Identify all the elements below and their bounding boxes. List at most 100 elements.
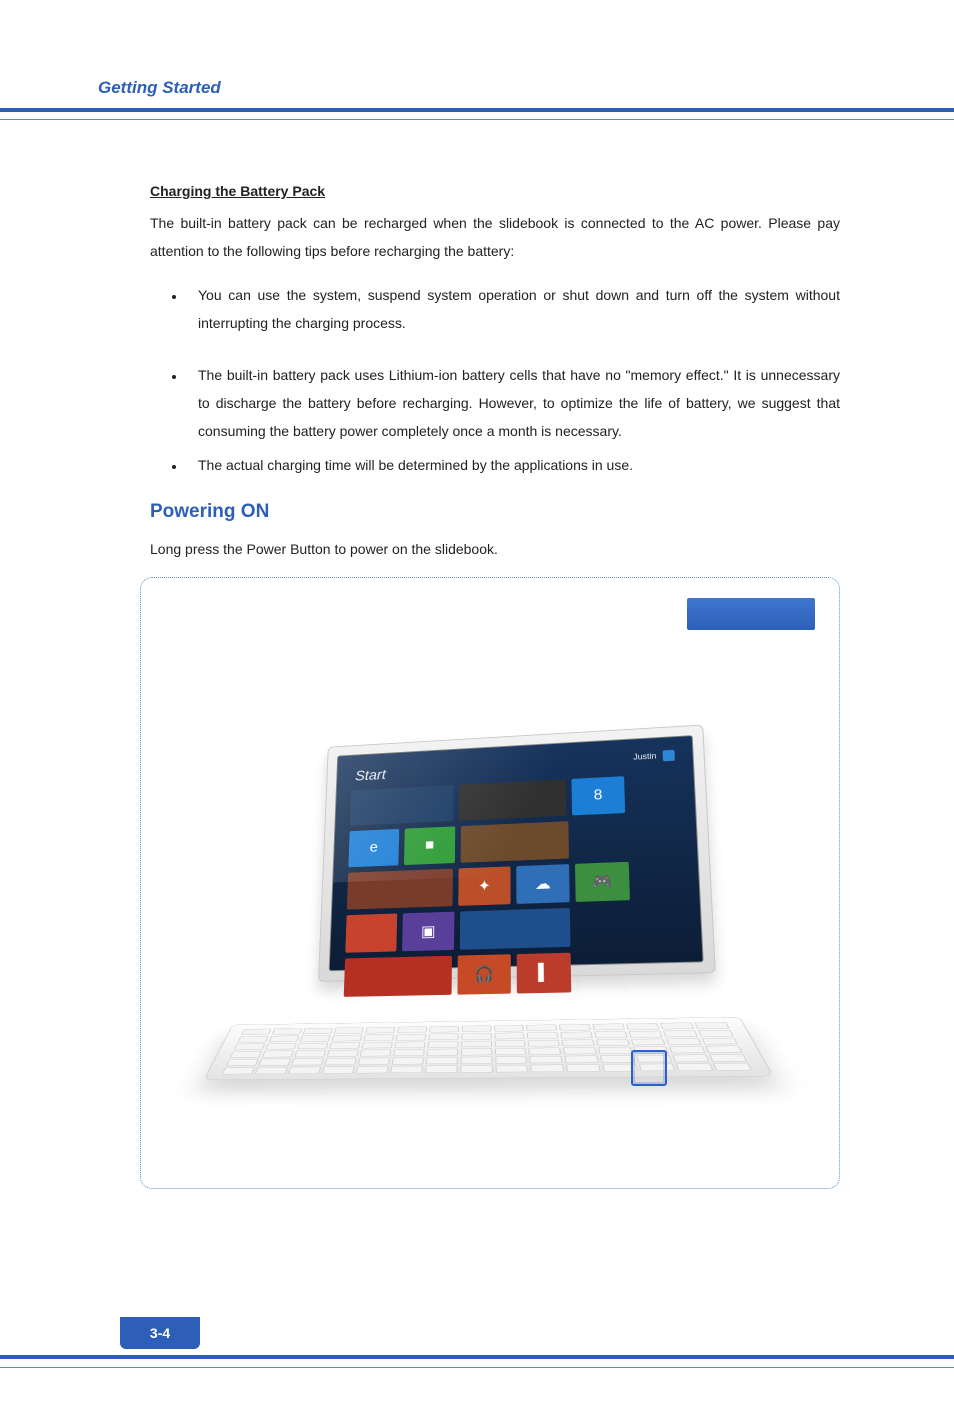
keyboard-key xyxy=(426,1049,457,1056)
keyboard-key xyxy=(626,1023,660,1030)
keyboard-key xyxy=(294,1050,326,1057)
keyboard-key xyxy=(631,1038,666,1045)
keyboard-key xyxy=(460,1049,491,1056)
keyboard-key xyxy=(461,1025,491,1032)
footer-rule-thick xyxy=(0,1355,954,1359)
start-tiles: 8e■✦☁🎮▣🎧▌ xyxy=(344,773,687,996)
header-rule-thin xyxy=(0,119,954,120)
keyboard-key xyxy=(594,1031,627,1038)
keyboard-key xyxy=(297,1043,328,1050)
keyboard-key xyxy=(666,1038,702,1045)
keyboard-deck xyxy=(203,1017,773,1080)
content-area: Charging the Battery Pack The built-in b… xyxy=(150,183,840,1189)
keyboard-key xyxy=(234,1043,266,1050)
start-tile xyxy=(345,914,397,953)
keyboard-rows xyxy=(222,1022,752,1074)
start-tile: ✦ xyxy=(458,866,510,905)
user-label: Justin xyxy=(633,750,675,763)
keyboard-key xyxy=(494,1048,526,1055)
keyboard-key xyxy=(360,1050,392,1057)
keyboard-key xyxy=(429,1026,459,1032)
keyboard-key xyxy=(566,1064,601,1072)
illustration-box: Start Justin 8e■✦☁🎮▣🎧▌ xyxy=(140,577,840,1189)
keyboard-key xyxy=(322,1066,355,1073)
keyboard-key xyxy=(393,1049,425,1056)
keyboard-key xyxy=(391,1057,423,1064)
page-header-title: Getting Started xyxy=(98,78,221,98)
keyboard-key xyxy=(291,1058,323,1065)
keyboard-key xyxy=(663,1030,698,1037)
keyboard-key xyxy=(461,1033,491,1040)
keyboard-key xyxy=(331,1035,362,1042)
bullet-item: You can use the system, suspend system o… xyxy=(186,281,840,337)
section-title-powering-on: Powering ON xyxy=(150,501,840,523)
keyboard-key xyxy=(702,1038,738,1045)
keyboard-key xyxy=(327,1050,359,1057)
keyboard-key xyxy=(426,1057,458,1064)
keyboard-key xyxy=(669,1046,705,1053)
keyboard-key xyxy=(300,1035,331,1042)
start-tile: ☁ xyxy=(516,864,569,904)
power-button-highlight xyxy=(631,1050,667,1086)
keyboard-key xyxy=(394,1041,425,1048)
keyboard-key xyxy=(268,1036,299,1043)
keyboard-key xyxy=(363,1034,394,1041)
keyboard-key xyxy=(461,1041,492,1048)
start-tile: 8 xyxy=(571,776,625,815)
start-tile xyxy=(347,869,453,910)
start-tile xyxy=(460,908,571,950)
keyboard-key xyxy=(356,1066,389,1073)
bullet-item: The built-in battery pack uses Lithium-i… xyxy=(186,361,840,445)
keyboard-key xyxy=(255,1067,288,1074)
keyboard-key xyxy=(713,1063,752,1071)
avatar-icon xyxy=(663,750,675,762)
keyboard-key xyxy=(528,1040,560,1047)
keyboard-key xyxy=(565,1056,599,1063)
start-tile xyxy=(461,821,569,863)
keyboard-key xyxy=(460,1065,493,1072)
bullet-list: You can use the system, suspend system o… xyxy=(150,281,840,479)
keyboard-key xyxy=(272,1028,302,1034)
keyboard-key xyxy=(265,1043,296,1050)
keyboard-key xyxy=(530,1056,563,1063)
keyboard-key xyxy=(559,1024,591,1031)
keyboard-key xyxy=(495,1056,528,1063)
keyboard-key xyxy=(397,1026,427,1032)
section-paragraph: Long press the Power Button to power on … xyxy=(150,535,840,563)
bullet-item: The actual charging time will be determi… xyxy=(186,451,840,479)
keyboard-key xyxy=(526,1025,557,1032)
keyboard-key xyxy=(334,1027,364,1033)
keyboard-key xyxy=(428,1033,458,1040)
footer-page-pill: 3-4 xyxy=(120,1317,200,1349)
keyboard-key xyxy=(460,1057,492,1064)
screen-content: Start Justin 8e■✦☁🎮▣🎧▌ xyxy=(329,735,704,971)
screen-frame: Start Justin 8e■✦☁🎮▣🎧▌ xyxy=(318,725,716,982)
keyboard-key xyxy=(361,1042,392,1049)
keyboard-key xyxy=(494,1032,525,1039)
start-tile: 🎮 xyxy=(575,862,630,902)
keyboard-key xyxy=(241,1029,272,1035)
start-tile xyxy=(459,779,566,820)
keyboard-key xyxy=(288,1067,321,1074)
document-page: Getting Started Charging the Battery Pac… xyxy=(0,0,954,1411)
keyboard-key xyxy=(226,1059,259,1066)
keyboard-key xyxy=(527,1032,559,1039)
keyboard-key xyxy=(593,1024,626,1031)
keyboard-key xyxy=(676,1063,714,1071)
keyboard-key xyxy=(709,1054,747,1061)
keyboard-key xyxy=(530,1065,564,1073)
header-rule-thick xyxy=(0,108,954,112)
keyboard-key xyxy=(495,1065,528,1072)
start-tile: ▌ xyxy=(517,953,572,994)
footer-page-number: 3-4 xyxy=(150,1325,170,1341)
start-tile: e xyxy=(348,829,399,867)
user-name: Justin xyxy=(633,751,656,761)
keyboard-key xyxy=(563,1047,597,1054)
keyboard-key xyxy=(673,1055,710,1062)
footer-rule-thin xyxy=(0,1367,954,1368)
slidebook-illustration: Start Justin 8e■✦☁🎮▣🎧▌ xyxy=(230,725,775,1109)
keyboard-key xyxy=(237,1036,268,1042)
keyboard-key xyxy=(302,1028,332,1034)
keyboard-key xyxy=(230,1051,262,1058)
keyboard-key xyxy=(494,1025,524,1032)
